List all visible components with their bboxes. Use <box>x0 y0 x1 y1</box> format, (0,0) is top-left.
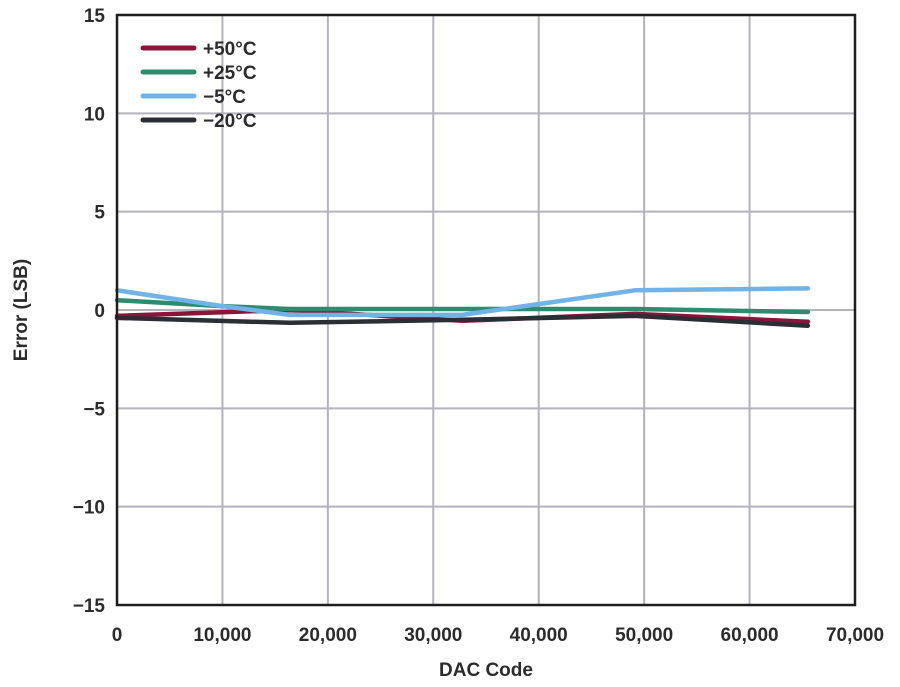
x-tick-label: 60,000 <box>721 625 779 646</box>
x-tick-label: 50,000 <box>615 625 673 646</box>
y-tick-labels: 15 10 5 0 −5 −10 −15 <box>73 6 106 617</box>
y-axis-title: Error (LSB) <box>11 259 32 361</box>
x-tick-label: 30,000 <box>404 625 462 646</box>
plot-frame <box>115 13 857 607</box>
y-tick-label: 5 <box>94 203 105 224</box>
legend-label: +25°C <box>203 63 257 84</box>
y-tick-label: −10 <box>73 498 105 519</box>
x-tick-label: 10,000 <box>193 625 251 646</box>
legend-label: −20°C <box>203 111 257 132</box>
x-tick-label: 70,000 <box>826 625 884 646</box>
x-tick-label: 40,000 <box>510 625 568 646</box>
series-line-2 <box>114 286 811 318</box>
y-tick-label: −15 <box>73 596 106 617</box>
x-tick-labels: 0 10,000 20,000 30,000 40,000 50,000 60,000 70,… <box>112 625 884 646</box>
x-tick-label: 0 <box>112 625 123 646</box>
y-tick-label: 0 <box>94 301 105 322</box>
legend: +50°C +25°C −5°C −20°C <box>140 39 257 132</box>
x-tick-label: 20,000 <box>299 625 357 646</box>
y-tick-label: −5 <box>83 399 105 420</box>
series-line-3 <box>114 313 811 328</box>
y-tick-label: 10 <box>84 104 105 125</box>
series-lines <box>114 286 811 328</box>
legend-label: −5°C <box>203 87 246 108</box>
legend-label: +50°C <box>203 39 257 60</box>
y-tick-label: 15 <box>84 6 106 27</box>
x-axis-title: DAC Code <box>439 660 533 681</box>
